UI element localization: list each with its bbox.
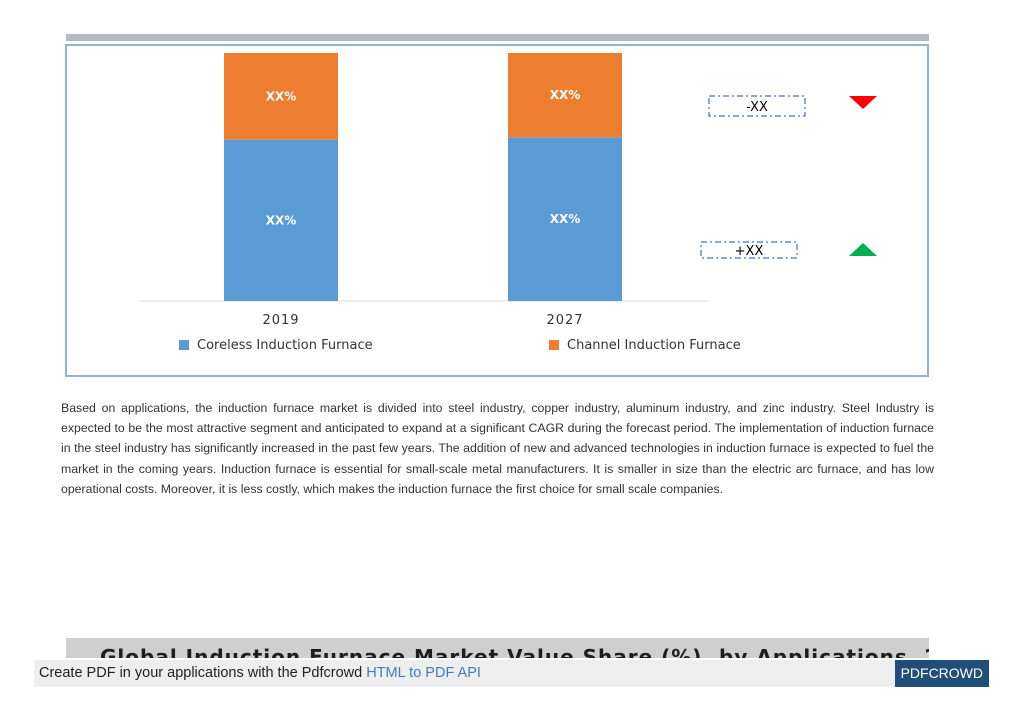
trend-callout-box	[708, 95, 806, 117]
footer-brand-button[interactable]: PDFCROWD	[894, 660, 989, 687]
bar-data-label: XX%	[266, 213, 297, 227]
legend-label: Coreless Induction Furnace	[197, 338, 373, 353]
footer-text: Create PDF in your applications with the…	[39, 665, 481, 681]
trend-up-arrow-icon	[849, 243, 877, 256]
x-tick-label: 2027	[546, 313, 583, 328]
trend-callout-text: -XX	[746, 100, 768, 115]
bar-2019-channel	[224, 53, 338, 140]
legend-swatch	[179, 340, 189, 350]
bar-2027-channel	[508, 53, 622, 138]
footer-message: Create PDF in your applications with the…	[39, 665, 363, 681]
bar-2019-coreless	[224, 139, 338, 301]
legend-swatch	[549, 340, 559, 350]
next-chart-title-banner: Global Induction Furnace Market Value Sh…	[66, 638, 929, 658]
trend-callout-box	[700, 241, 798, 259]
trend-callout-text: +XX	[735, 244, 764, 259]
trend-down-arrow-icon	[849, 96, 877, 109]
stacked-bar-chart: XX% XX% 2019 XX% XX% 2027 Coreless Induction F…	[140, 53, 877, 353]
bar-data-label: XX%	[550, 88, 581, 102]
footer-link[interactable]: HTML to PDF API	[366, 665, 481, 681]
chart-frame: XX% XX% 2019 XX% XX% 2027 Coreless Induction F…	[65, 44, 929, 377]
pdf-footer: Create PDF in your applications with the…	[34, 660, 989, 687]
body-paragraph: Based on applications, the induction fur…	[61, 401, 934, 496]
next-chart-title: Global Induction Furnace Market Value Sh…	[100, 645, 929, 658]
chart-title-bar	[66, 34, 929, 41]
x-tick-label: 2019	[262, 313, 299, 328]
bar-data-label: XX%	[266, 89, 297, 103]
bar-data-label: XX%	[550, 212, 581, 226]
bar-2027-coreless	[508, 137, 622, 301]
legend-label: Channel Induction Furnace	[567, 338, 741, 353]
